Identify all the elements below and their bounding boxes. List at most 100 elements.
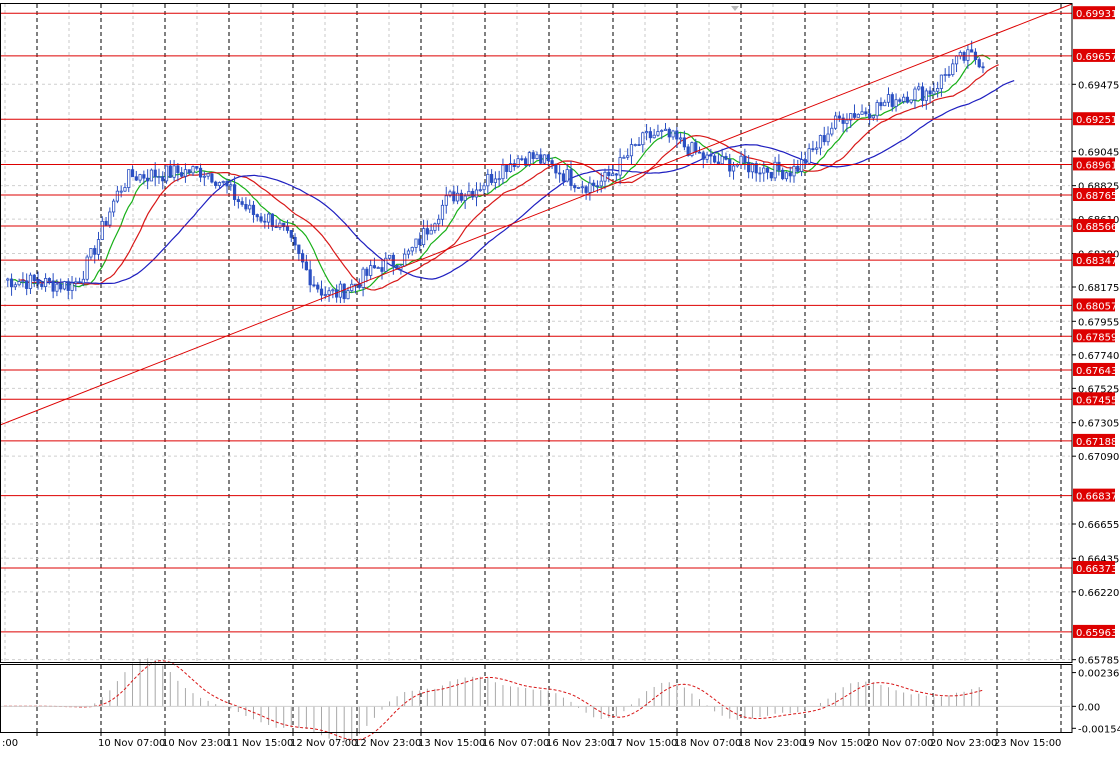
candle-body bbox=[312, 284, 316, 287]
time-tick-label: :00 bbox=[2, 738, 18, 749]
candle-body bbox=[595, 185, 600, 188]
candle-body bbox=[51, 280, 55, 292]
candle-body bbox=[833, 115, 838, 129]
time-tick-label: 13 Nov 15:00 bbox=[418, 738, 485, 749]
candle-body bbox=[89, 248, 93, 258]
oscillator-signal-line bbox=[4, 660, 984, 741]
candle-body bbox=[301, 253, 305, 263]
candle-body bbox=[361, 268, 365, 288]
candle-body bbox=[278, 222, 282, 228]
price-axis: 0.694750.690450.688250.686100.683900.681… bbox=[1072, 6, 1120, 735]
candle-body bbox=[637, 144, 641, 146]
level-price-box bbox=[1073, 253, 1115, 267]
candle-body bbox=[452, 191, 456, 202]
candle-body bbox=[505, 164, 509, 172]
candle-body bbox=[682, 137, 686, 148]
level-price-box bbox=[1073, 362, 1115, 376]
grid-lines bbox=[0, 4, 1070, 732]
candle-body bbox=[561, 173, 566, 182]
candle-body bbox=[667, 128, 671, 138]
level-price-label: 0.68961 bbox=[1076, 160, 1117, 171]
time-tick-label: 17 Nov 15:00 bbox=[610, 738, 677, 749]
candle-body bbox=[297, 244, 301, 254]
candle-body bbox=[796, 165, 800, 172]
candle-body bbox=[690, 142, 694, 156]
candle-body bbox=[229, 184, 233, 187]
candle-body bbox=[59, 283, 63, 290]
candle-body bbox=[380, 267, 384, 272]
candle-body bbox=[618, 157, 622, 176]
trendline bbox=[0, 3, 1073, 426]
candle-body bbox=[493, 178, 497, 183]
candle-body bbox=[633, 144, 637, 146]
time-tick-label: 18 Nov 07:00 bbox=[674, 738, 741, 749]
candle-body bbox=[191, 166, 195, 174]
candle-body bbox=[32, 274, 36, 281]
candle-body bbox=[773, 161, 777, 179]
candle-body bbox=[6, 278, 10, 281]
candle-body bbox=[803, 159, 807, 164]
candle-body bbox=[429, 229, 433, 235]
candle-body bbox=[977, 59, 981, 68]
level-price-box bbox=[1073, 6, 1115, 20]
price-tick-label: 0.66435 bbox=[1078, 554, 1119, 565]
candle-body bbox=[970, 49, 974, 53]
candle-body bbox=[792, 165, 796, 177]
level-price-label: 0.68347 bbox=[1076, 256, 1117, 267]
candle-body bbox=[236, 199, 240, 202]
candle-body bbox=[55, 283, 59, 292]
oscillator-panel bbox=[0, 658, 1070, 743]
candle-body bbox=[524, 158, 528, 166]
candle-body bbox=[966, 49, 970, 61]
candle-body bbox=[739, 155, 743, 166]
candle-body bbox=[705, 154, 709, 160]
level-price-box bbox=[1073, 112, 1115, 126]
candle-body bbox=[501, 164, 505, 180]
candle-body bbox=[418, 238, 422, 246]
candle-body bbox=[28, 274, 33, 289]
candle-body bbox=[96, 239, 101, 255]
candle-body bbox=[210, 173, 214, 183]
time-tick-label: 16 Nov 07:00 bbox=[482, 738, 549, 749]
candle-body bbox=[644, 131, 649, 134]
candle-body bbox=[939, 74, 944, 89]
candle-body bbox=[146, 177, 150, 182]
level-price-box bbox=[1073, 48, 1115, 62]
candle-body bbox=[331, 289, 335, 292]
candle-body bbox=[697, 151, 702, 154]
moving-average-line bbox=[19, 64, 999, 291]
level-price-label: 0.69657 bbox=[1076, 52, 1117, 63]
time-tick-label: 12 Nov 23:00 bbox=[354, 738, 421, 749]
time-tick-label: 20 Nov 07:00 bbox=[866, 738, 933, 749]
candle-body bbox=[799, 159, 804, 172]
candle-body bbox=[508, 163, 513, 172]
time-tick-label: 10 Nov 07:00 bbox=[98, 738, 165, 749]
candle-body bbox=[531, 152, 535, 159]
level-price-label: 0.67455 bbox=[1076, 395, 1117, 406]
level-price-box bbox=[1073, 392, 1115, 406]
time-tick-label: 16 Nov 23:00 bbox=[546, 738, 613, 749]
candle-body bbox=[826, 133, 830, 143]
candle-body bbox=[266, 213, 271, 223]
candle-body bbox=[455, 192, 460, 202]
candle-body bbox=[845, 119, 849, 124]
candle-body bbox=[497, 178, 501, 181]
candle-body bbox=[535, 154, 539, 159]
candle-body bbox=[951, 63, 955, 76]
candle-body bbox=[546, 154, 550, 162]
candle-body bbox=[648, 131, 652, 139]
candle-body bbox=[603, 171, 607, 182]
candle-body bbox=[112, 200, 116, 213]
candle-body bbox=[43, 278, 48, 287]
candle-body bbox=[316, 284, 320, 290]
candle-body bbox=[285, 226, 290, 231]
scroll-marker-icon bbox=[731, 6, 739, 11]
candle-body bbox=[459, 192, 463, 201]
candle-body bbox=[255, 214, 259, 218]
candle-body bbox=[765, 167, 770, 173]
candle-body bbox=[743, 155, 747, 163]
candle-body bbox=[274, 226, 278, 228]
candle-body bbox=[894, 99, 898, 107]
candle-body bbox=[293, 236, 297, 246]
